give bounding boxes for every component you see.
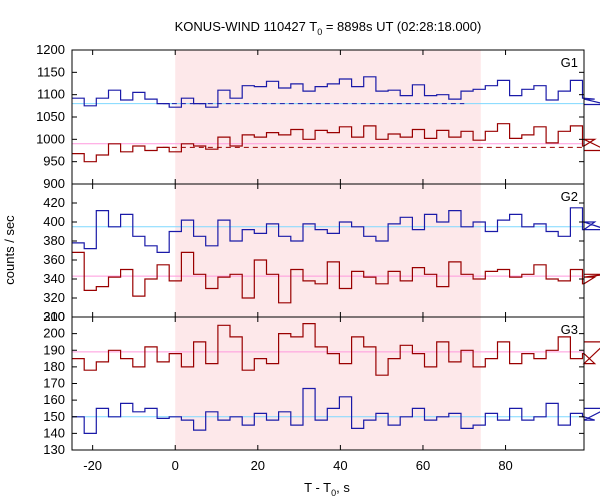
panel-g1: 900 950 1000 1050 1100 1150 1200 G1 [36, 42, 600, 191]
x-axis-label-prefix: T - T [304, 480, 331, 495]
y-tick-label: 420 [43, 195, 65, 210]
y-tick-label: 900 [43, 176, 65, 191]
x-axis-label: T - T0, s [304, 480, 350, 498]
y-tick-label: 400 [43, 214, 65, 229]
y-tick-label: 180 [43, 359, 65, 374]
x-tick-label: 60 [416, 458, 430, 473]
x-axis-label-sub: 0 [331, 488, 336, 498]
y-axis-label: counts / sec [2, 215, 17, 285]
panel-label: G2 [561, 189, 578, 204]
y-tick-label: 1000 [36, 131, 65, 146]
highlight-interval [175, 184, 481, 317]
y-tick-label: 150 [43, 409, 65, 424]
chart-title-suffix: = 8898s UT (02:28:18.000) [322, 19, 481, 34]
y-tick-label: 210 [43, 309, 65, 324]
y-tick-label: 380 [43, 233, 65, 248]
panel-label: G3 [561, 322, 578, 337]
x-tick-label: -20 [83, 458, 102, 473]
highlight-interval [175, 50, 481, 184]
highlight-interval [175, 317, 481, 450]
panel-g2: 300 320 340 360 380 400 420 G2 [43, 183, 600, 324]
y-tick-label: 320 [43, 290, 65, 305]
chart-title: KONUS-WIND 110427 T0 = 8898s UT (02:28:1… [175, 19, 482, 37]
series-red-histogram [72, 323, 600, 376]
y-tick-label: 170 [43, 376, 65, 391]
panel-label: G1 [561, 55, 578, 70]
y-tick-label: 160 [43, 392, 65, 407]
y-tick-label: 130 [43, 442, 65, 457]
x-tick-label: 80 [498, 458, 512, 473]
series-blue-histogram [72, 76, 600, 108]
y-tick-label: 140 [43, 425, 65, 440]
y-tick-label: 1150 [37, 64, 65, 79]
chart-title-prefix: KONUS-WIND 110427 T [175, 19, 318, 34]
y-tick-label: 300 [43, 309, 65, 324]
y-tick-label: 1050 [36, 109, 65, 124]
chart-title-sub: 0 [317, 27, 322, 37]
panels-group: 900 950 1000 1050 1100 1150 1200 G1 300 320 340 360… [36, 42, 600, 473]
y-tick-label: 340 [43, 271, 65, 286]
y-tick-label: 1100 [37, 87, 65, 102]
y-tick-label: 190 [43, 342, 65, 357]
x-tick-label: 20 [251, 458, 265, 473]
series-red-histogram [72, 251, 600, 304]
y-tick-label: 950 [43, 154, 65, 169]
y-tick-label: 200 [43, 326, 65, 341]
x-axis-label-suffix: , s [336, 480, 350, 495]
series-red-histogram [72, 123, 600, 163]
y-tick-label: 360 [43, 252, 65, 267]
x-tick-label: 40 [333, 458, 347, 473]
y-tick-label: 1200 [36, 42, 65, 57]
x-tick-label: 0 [172, 458, 179, 473]
series-blue-histogram [72, 207, 600, 253]
series-blue-histogram [72, 387, 600, 434]
